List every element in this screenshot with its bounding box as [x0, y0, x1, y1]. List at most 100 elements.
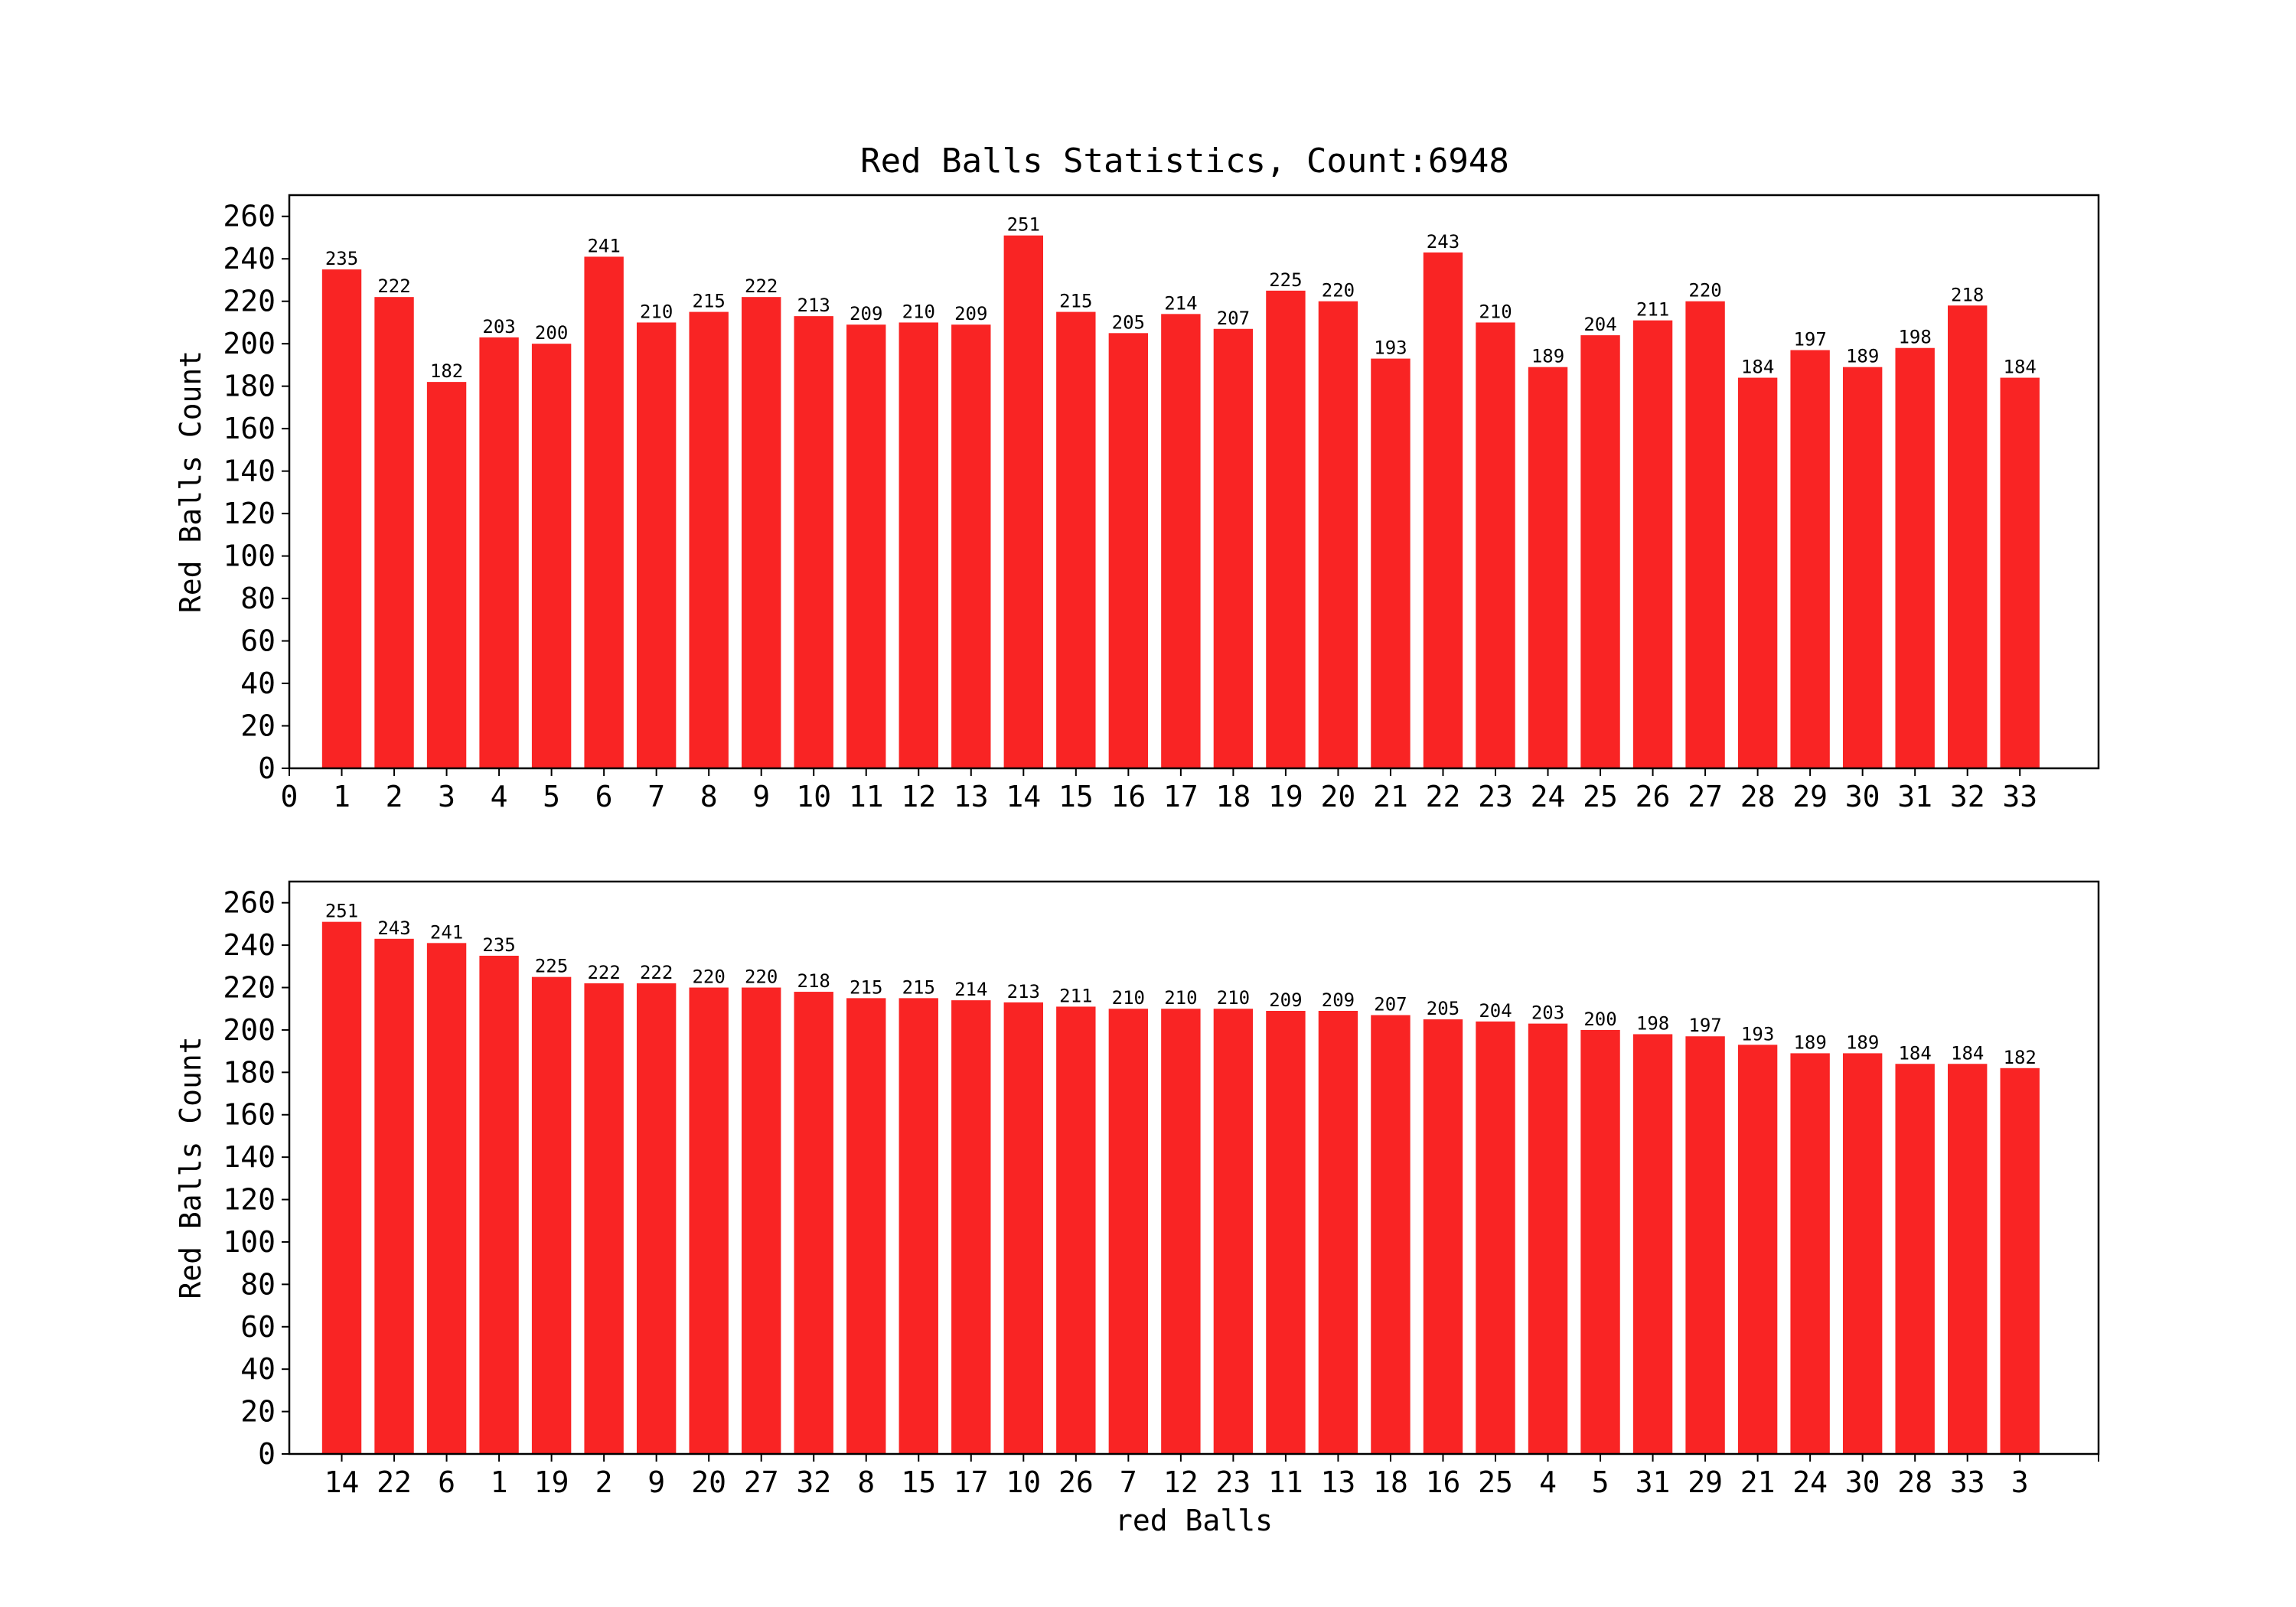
x-tick-label: 3 [438, 780, 455, 813]
x-tick-label: 28 [1740, 780, 1776, 813]
x-tick-label: 5 [543, 780, 560, 813]
bar [1161, 1009, 1201, 1454]
x-tick-label: 5 [1592, 1465, 1609, 1499]
x-tick-label: 27 [1688, 780, 1723, 813]
y-tick-label: 180 [223, 1055, 276, 1089]
bar [1318, 301, 1358, 768]
bar [1161, 314, 1201, 769]
bar [1895, 1064, 1935, 1454]
bar-data-label: 207 [1374, 994, 1407, 1015]
bar [531, 976, 572, 1454]
y-axis-label: Red Balls Count [174, 350, 207, 613]
axes-frame [288, 880, 2100, 1455]
bar-data-label: 218 [1951, 284, 1984, 305]
x-tick-label: 32 [1950, 780, 1985, 813]
y-tick-label: 160 [223, 1098, 276, 1132]
bar-data-label: 209 [1269, 989, 1302, 1011]
bar [1476, 1021, 1515, 1454]
x-tick-label: 4 [491, 780, 508, 813]
bar [1003, 1002, 1043, 1454]
x-tick-label: 11 [1268, 1465, 1303, 1499]
bar [1266, 1010, 1306, 1454]
bar [1423, 252, 1463, 768]
x-tick-label: 19 [1268, 780, 1303, 813]
bar-data-label: 215 [850, 976, 882, 998]
x-tick-label: 9 [647, 1465, 665, 1499]
bar-data-label: 182 [430, 360, 463, 382]
y-tick-label: 100 [223, 539, 276, 573]
bar [1580, 335, 1620, 769]
bar [1948, 1064, 1988, 1454]
bar [689, 987, 729, 1454]
bar [1108, 333, 1149, 768]
y-tick-label: 140 [223, 455, 276, 488]
bar [426, 382, 467, 768]
bar [899, 322, 938, 768]
bar-data-label: 243 [377, 918, 410, 939]
bar-data-label: 241 [587, 235, 620, 256]
bar [1213, 1009, 1254, 1454]
bar [1737, 1045, 1778, 1454]
bar [2000, 1068, 2040, 1454]
bar-data-label: 184 [1898, 1042, 1931, 1064]
y-tick-label: 220 [223, 971, 276, 1005]
bar-data-label: 222 [745, 275, 778, 297]
bar-data-label: 209 [850, 303, 882, 324]
x-tick-label: 18 [1216, 780, 1251, 813]
x-tick-label: 8 [700, 780, 718, 813]
bar-data-label: 205 [1427, 998, 1459, 1019]
bar-data-label: 241 [430, 921, 463, 943]
bar-data-label: 214 [1164, 292, 1197, 314]
bar-data-label: 189 [1793, 1032, 1826, 1053]
x-tick-label: 17 [1163, 780, 1199, 813]
y-tick-label: 240 [223, 242, 276, 275]
bar-data-label: 220 [745, 966, 778, 988]
bar-data-label: 222 [640, 962, 673, 983]
x-tick-label: 17 [954, 1465, 989, 1499]
bar [951, 1000, 991, 1454]
bar [1632, 1034, 1673, 1454]
x-tick-label: 20 [691, 1465, 726, 1499]
bar [1371, 358, 1411, 769]
bar [1476, 322, 1515, 768]
bar [1790, 1053, 1830, 1454]
x-tick-label: 15 [901, 1465, 936, 1499]
bar-data-label: 210 [1112, 987, 1145, 1009]
bar [1632, 320, 1673, 768]
x-tick-label: 25 [1478, 1465, 1513, 1499]
x-tick-label: 31 [1636, 1465, 1671, 1499]
x-tick-label: 9 [752, 780, 770, 813]
bar-data-label: 225 [535, 956, 568, 977]
bar-data-label: 193 [1741, 1023, 1774, 1045]
bar-data-label: 251 [325, 901, 358, 922]
bar [321, 269, 362, 769]
bar-data-label: 182 [2004, 1047, 2037, 1068]
y-tick-label: 40 [240, 667, 276, 700]
bar [584, 983, 624, 1454]
bar-data-label: 211 [1059, 985, 1092, 1006]
y-tick-label: 240 [223, 928, 276, 962]
bar [689, 311, 729, 768]
x-tick-label: 15 [1058, 780, 1094, 813]
x-tick-label: 16 [1110, 780, 1146, 813]
bar-data-label: 197 [1688, 1015, 1721, 1036]
x-tick-label: 6 [595, 780, 613, 813]
bar [1528, 367, 1568, 768]
bar-data-label: 209 [1322, 989, 1355, 1011]
y-axis-label: Red Balls Count [174, 1036, 207, 1299]
bar-data-label: 209 [954, 303, 987, 324]
y-tick-label: 60 [240, 624, 276, 658]
y-tick-label: 80 [240, 582, 276, 615]
bar [636, 322, 677, 768]
x-tick-label: 23 [1478, 780, 1513, 813]
y-tick-label: 180 [223, 370, 276, 403]
y-tick-label: 40 [240, 1352, 276, 1386]
bar [1056, 311, 1096, 768]
x-tick-label: 3 [2011, 1465, 2029, 1499]
y-tick-label: 260 [223, 200, 276, 233]
x-tick-label: 25 [1583, 780, 1618, 813]
x-tick-label: 22 [377, 1465, 412, 1499]
bar-data-label: 213 [797, 295, 830, 316]
